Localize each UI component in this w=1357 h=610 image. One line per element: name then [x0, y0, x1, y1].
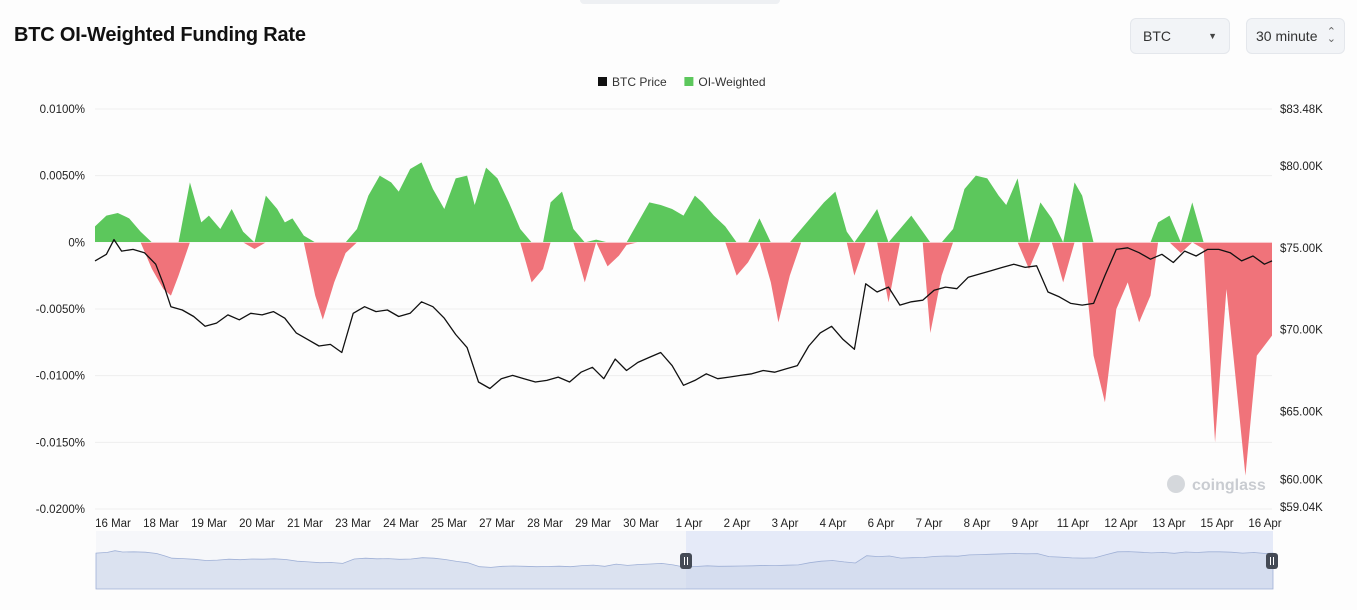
- x-tick-label: 12 Apr: [1104, 518, 1137, 530]
- right-tick-label: $59.04K: [1280, 502, 1323, 514]
- coin-select[interactable]: BTC ▼: [1130, 18, 1230, 54]
- legend-label: OI-Weighted: [698, 75, 765, 89]
- coin-select-value: BTC: [1143, 28, 1171, 44]
- interval-select-value: 30 minute: [1256, 28, 1318, 44]
- positive-funding-area: [95, 162, 1272, 243]
- legend: BTC Price OI-Weighted: [598, 75, 766, 89]
- x-tick-label: 3 Apr: [772, 518, 799, 530]
- btc-price-line: [94, 238, 1273, 390]
- left-tick-label: -0.0200%: [36, 504, 85, 516]
- x-tick-label: 18 Mar: [143, 518, 179, 530]
- left-tick-label: 0.0100%: [40, 104, 85, 116]
- x-tick-label: 23 Mar: [335, 518, 371, 530]
- x-tick-label: 15 Apr: [1200, 518, 1233, 530]
- legend-swatch: [598, 77, 607, 86]
- left-tick-label: 0.0050%: [40, 171, 85, 183]
- handle-grip: [1266, 553, 1278, 569]
- range-navigator[interactable]: [95, 531, 1278, 590]
- legend-label: BTC Price: [612, 75, 667, 89]
- left-tick-label: -0.0100%: [36, 371, 85, 383]
- x-tick-label: 9 Apr: [1012, 518, 1039, 530]
- left-axis: 0.0100% 0.0050% 0% -0.0050% -0.0100% -0.0150%…: [36, 104, 85, 516]
- coinglass-logo-icon: [1167, 475, 1185, 493]
- handle-grip: [680, 553, 692, 569]
- x-tick-label: 27 Mar: [479, 518, 515, 530]
- watermark: coinglass: [1167, 475, 1266, 494]
- x-tick-label: 28 Mar: [527, 518, 563, 530]
- right-tick-label: $65.00K: [1280, 406, 1323, 418]
- right-tick-label: $70.00K: [1280, 325, 1323, 337]
- x-tick-label: 4 Apr: [820, 518, 847, 530]
- navigator-right-handle[interactable]: [1266, 553, 1278, 569]
- right-tick-label: $60.00K: [1280, 474, 1323, 486]
- caret-down-icon: ▼: [1208, 31, 1217, 41]
- negative-area-series: [95, 242, 1272, 476]
- left-tick-label: -0.0150%: [36, 437, 85, 449]
- right-tick-label: $80.00K: [1280, 161, 1323, 173]
- right-tick-label: $75.00K: [1280, 243, 1323, 255]
- x-tick-label: 2 Apr: [724, 518, 751, 530]
- negative-funding-area: [95, 242, 1272, 476]
- x-tick-label: 16 Mar: [95, 518, 131, 530]
- x-tick-label: 13 Apr: [1152, 518, 1185, 530]
- x-tick-label: 1 Apr: [676, 518, 703, 530]
- x-tick-label: 21 Mar: [287, 518, 323, 530]
- x-tick-label: 20 Mar: [239, 518, 275, 530]
- interval-select[interactable]: 30 minute ⌃ ⌄: [1246, 18, 1345, 54]
- x-tick-label: 19 Mar: [191, 518, 227, 530]
- left-tick-label: 0%: [68, 237, 85, 249]
- x-tick-label: 6 Apr: [868, 518, 895, 530]
- x-tick-label: 8 Apr: [964, 518, 991, 530]
- navigator-left-handle[interactable]: [680, 553, 692, 569]
- right-tick-label: $83.48K: [1280, 104, 1323, 116]
- x-tick-label: 16 Apr: [1248, 518, 1281, 530]
- x-axis: 16 Mar 18 Mar 19 Mar 20 Mar 21 Mar 23 Mar 24 M…: [95, 518, 1282, 530]
- page-title: BTC OI-Weighted Funding Rate: [14, 24, 306, 46]
- up-down-chevron-icon: ⌃ ⌄: [1326, 26, 1336, 45]
- top-strip: [580, 0, 780, 4]
- legend-swatch: [684, 77, 694, 86]
- left-tick-label: -0.0050%: [36, 304, 85, 316]
- right-axis: $83.48K $80.00K $75.00K $70.00K $65.00K $60.0…: [1280, 104, 1323, 514]
- x-tick-label: 7 Apr: [916, 518, 943, 530]
- x-tick-label: 30 Mar: [623, 518, 659, 530]
- positive-area-series: [95, 162, 1272, 243]
- x-tick-label: 25 Mar: [431, 518, 467, 530]
- btc-price-series: [94, 238, 1273, 390]
- x-tick-label: 11 Apr: [1057, 518, 1090, 530]
- watermark-text: coinglass: [1192, 477, 1266, 494]
- x-tick-label: 24 Mar: [383, 518, 419, 530]
- x-tick-label: 29 Mar: [575, 518, 611, 530]
